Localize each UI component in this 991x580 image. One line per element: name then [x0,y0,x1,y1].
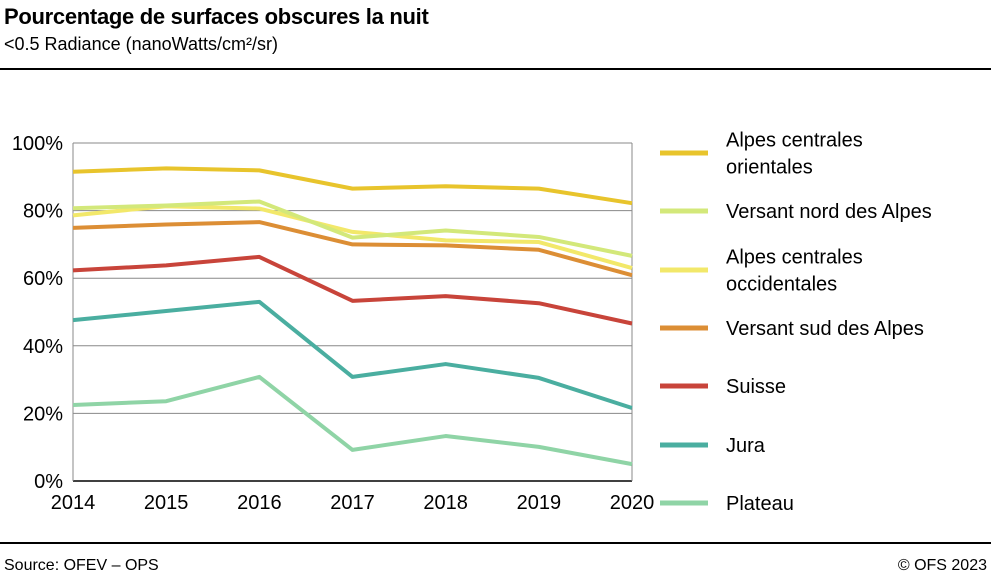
x-tick-label: 2019 [517,492,562,514]
legend-label: Versant nord des Alpes [726,201,932,223]
legend-label: orientales [726,157,813,179]
y-tick-label: 40% [23,336,63,358]
series-line-jura [72,299,633,410]
x-tick-label: 2014 [51,492,96,514]
bottom-rule [0,542,991,544]
legend-label: Suisse [726,376,786,398]
chart-title: Pourcentage de surfaces obscures la nuit [4,4,429,29]
source-note: Source: OFEV – OPS [4,557,159,574]
legend-label: Versant sud des Alpes [726,318,924,340]
legend-label: occidentales [726,274,837,296]
x-tick-label: 2016 [237,492,282,514]
series-line-alpes-centrales-orientales [72,166,633,206]
y-tick-label: 60% [23,268,63,290]
legend-label: Alpes centrales [726,247,863,269]
chart-subtitle: <0.5 Radiance (nanoWatts/cm²/sr) [4,34,278,54]
y-tick-label: 0% [34,471,63,493]
x-tick-label: 2017 [330,492,375,514]
series-line-versant-nord-des-alpes [72,199,633,258]
series-line-plateau [72,374,633,467]
series-line-versant-sud-des-alpes [72,220,633,278]
y-tick-label: 20% [23,403,63,425]
series-line-suisse [72,254,633,326]
copyright: © OFS 2023 [897,557,987,574]
legend-label: Alpes centrales [726,130,863,152]
x-tick-label: 2018 [423,492,468,514]
y-tick-label: 80% [23,201,63,223]
x-tick-label: 2020 [610,492,655,514]
top-rule [0,68,991,70]
y-tick-label: 100% [12,133,63,155]
legend-label: Jura [726,435,766,457]
x-tick-label: 2015 [144,492,189,514]
legend-label: Plateau [726,493,794,515]
